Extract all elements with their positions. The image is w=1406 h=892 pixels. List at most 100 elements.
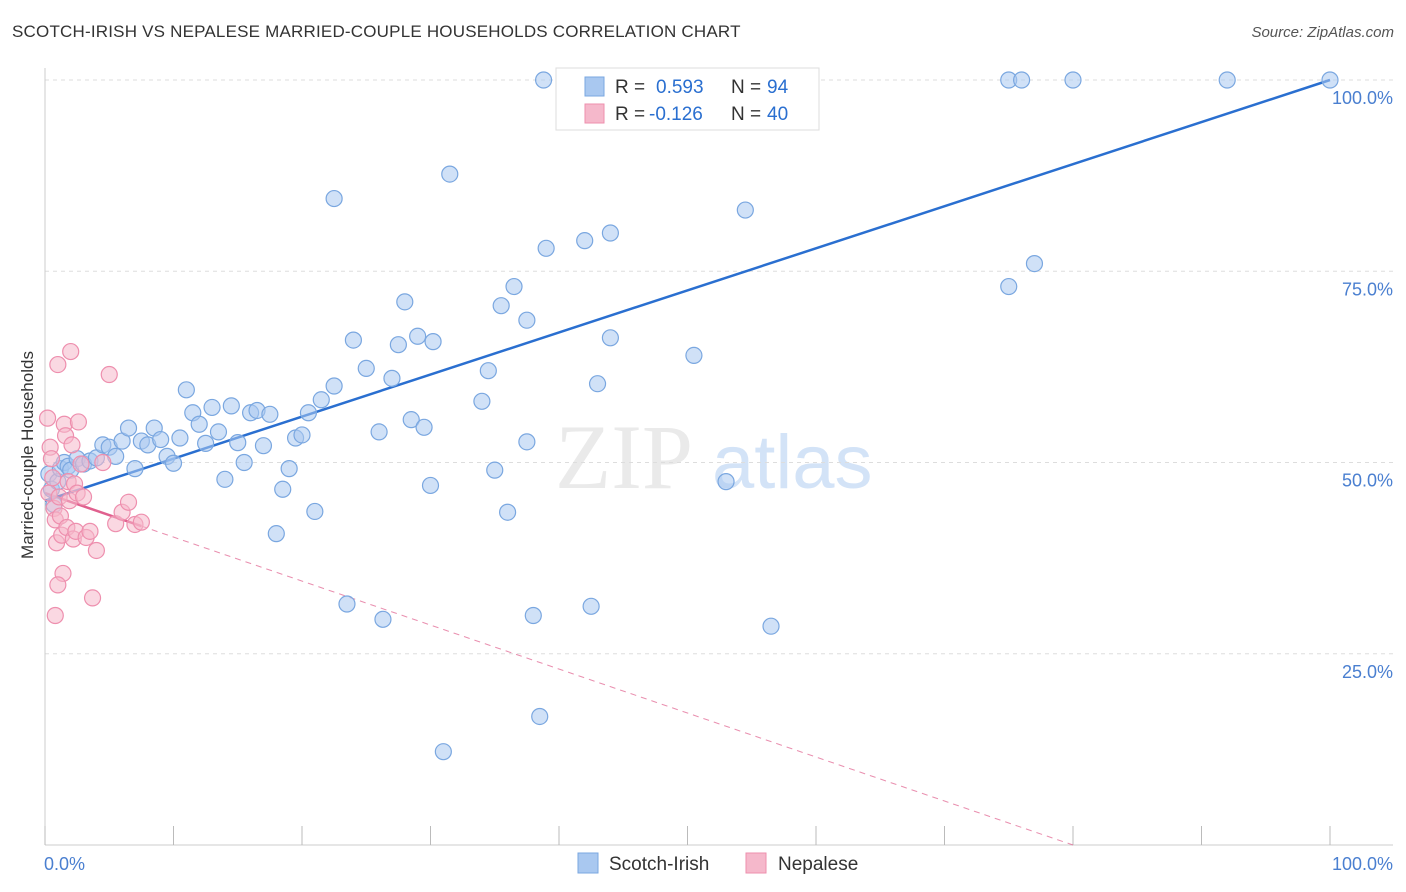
y-tick-label: 75.0% bbox=[1342, 279, 1393, 299]
bottom-legend-swatch-scotch-irish bbox=[577, 852, 599, 874]
point-scotch-irish bbox=[152, 430, 170, 449]
point-scotch-irish bbox=[126, 460, 144, 478]
point-scotch-irish bbox=[601, 224, 620, 242]
point-nepalese bbox=[38, 409, 57, 427]
trend-line-nepalese-extension bbox=[141, 525, 1074, 846]
point-scotch-irish bbox=[524, 606, 542, 625]
point-scotch-irish bbox=[383, 369, 401, 387]
point-scotch-irish bbox=[164, 454, 183, 472]
point-scotch-irish bbox=[229, 434, 247, 452]
point-scotch-irish bbox=[736, 201, 754, 219]
point-scotch-irish bbox=[717, 473, 735, 491]
point-scotch-irish bbox=[582, 597, 600, 615]
point-scotch-irish bbox=[424, 333, 442, 351]
point-scotch-irish bbox=[505, 277, 523, 296]
point-nepalese bbox=[49, 355, 67, 374]
point-scotch-irish bbox=[299, 404, 318, 422]
point-nepalese bbox=[42, 450, 61, 468]
source-label: Source: ZipAtlas.com bbox=[1251, 24, 1394, 41]
point-scotch-irish bbox=[254, 437, 273, 455]
x-tick-label-min: 0.0% bbox=[44, 854, 85, 874]
stats-legend: R = 0.593 N = 94 R = -0.126 N = 40 bbox=[555, 67, 820, 131]
point-scotch-irish bbox=[325, 189, 343, 208]
point-scotch-irish bbox=[518, 433, 536, 451]
point-scotch-irish bbox=[325, 377, 343, 395]
point-nepalese bbox=[63, 436, 81, 454]
bottom-legend-nepalese: Nepalese bbox=[778, 854, 858, 875]
point-scotch-irish bbox=[1012, 71, 1031, 89]
point-scotch-irish bbox=[312, 391, 330, 409]
point-scotch-irish bbox=[274, 480, 292, 498]
watermark: ZIP atlas bbox=[555, 406, 873, 508]
point-scotch-irish bbox=[389, 336, 407, 354]
point-nepalese bbox=[119, 493, 138, 511]
point-scotch-irish bbox=[534, 71, 553, 89]
point-nepalese bbox=[83, 589, 102, 607]
point-scotch-irish bbox=[518, 311, 536, 329]
legend-n-value-1: 94 bbox=[767, 77, 789, 98]
point-scotch-irish bbox=[171, 429, 189, 447]
point-scotch-irish bbox=[338, 595, 356, 613]
point-nepalese bbox=[100, 365, 118, 384]
point-scotch-irish bbox=[441, 165, 459, 183]
point-scotch-irish bbox=[473, 392, 491, 410]
watermark-zip: ZIP bbox=[555, 406, 693, 508]
point-scotch-irish bbox=[415, 418, 433, 436]
series-legend: Scotch-Irish Nepalese bbox=[577, 852, 858, 875]
point-scotch-irish bbox=[357, 359, 375, 378]
point-scotch-irish bbox=[1218, 71, 1236, 89]
point-scotch-irish bbox=[1025, 255, 1044, 273]
chart-title: SCOTCH-IRISH VS NEPALESE MARRIED-COUPLE … bbox=[12, 22, 741, 41]
point-nepalese bbox=[49, 576, 67, 594]
point-scotch-irish bbox=[209, 423, 228, 441]
point-scotch-irish bbox=[306, 502, 324, 521]
legend-r-label-1: R = bbox=[615, 77, 645, 98]
legend-n-label-2: N = bbox=[731, 104, 761, 125]
point-scotch-irish bbox=[402, 411, 420, 429]
point-scotch-irish bbox=[576, 232, 594, 250]
point-nepalese bbox=[69, 413, 88, 431]
point-scotch-irish bbox=[197, 434, 215, 452]
legend-r-value-1: 0.593 bbox=[656, 77, 704, 98]
point-scotch-irish bbox=[280, 460, 298, 478]
point-scotch-irish bbox=[216, 470, 234, 488]
point-nepalese bbox=[74, 488, 93, 506]
point-nepalese bbox=[46, 606, 64, 625]
point-scotch-irish bbox=[177, 381, 195, 399]
point-scotch-irish bbox=[344, 331, 362, 349]
gridlines bbox=[45, 79, 1395, 655]
bottom-legend-scotch-irish: Scotch-Irish bbox=[609, 854, 709, 875]
point-scotch-irish bbox=[370, 423, 388, 441]
legend-swatch-scotch-irish bbox=[584, 76, 605, 97]
point-nepalese bbox=[44, 469, 62, 487]
point-scotch-irish bbox=[1321, 71, 1339, 89]
point-scotch-irish bbox=[374, 610, 392, 628]
point-scotch-irish bbox=[119, 419, 138, 437]
point-scotch-irish bbox=[293, 426, 311, 444]
point-scotch-irish bbox=[479, 362, 497, 380]
point-scotch-irish bbox=[396, 293, 414, 311]
point-scotch-irish bbox=[235, 453, 253, 472]
point-scotch-irish bbox=[409, 327, 427, 345]
legend-r-value-2: -0.126 bbox=[649, 104, 703, 125]
point-scotch-irish bbox=[434, 743, 452, 761]
x-tick-label-max: 100.0% bbox=[1332, 854, 1393, 874]
point-scotch-irish bbox=[421, 476, 440, 495]
bottom-legend-swatch-nepalese bbox=[745, 852, 767, 874]
point-scotch-irish bbox=[1064, 71, 1082, 89]
legend-n-label-1: N = bbox=[731, 77, 761, 98]
point-scotch-irish bbox=[685, 346, 703, 364]
point-nepalese bbox=[132, 513, 150, 531]
point-scotch-irish bbox=[499, 503, 517, 521]
legend-swatch-nepalese bbox=[584, 103, 605, 124]
point-scotch-irish bbox=[267, 525, 285, 543]
y-tick-label: 100.0% bbox=[1332, 88, 1393, 108]
point-scotch-irish bbox=[486, 461, 504, 479]
trend-line-scotch-irish bbox=[44, 78, 1331, 502]
point-scotch-irish bbox=[1000, 277, 1018, 296]
point-scotch-irish bbox=[203, 398, 221, 417]
y-axis-title: Married-couple Households bbox=[18, 351, 37, 559]
point-scotch-irish bbox=[537, 239, 555, 257]
y-tick-label: 25.0% bbox=[1342, 662, 1393, 682]
